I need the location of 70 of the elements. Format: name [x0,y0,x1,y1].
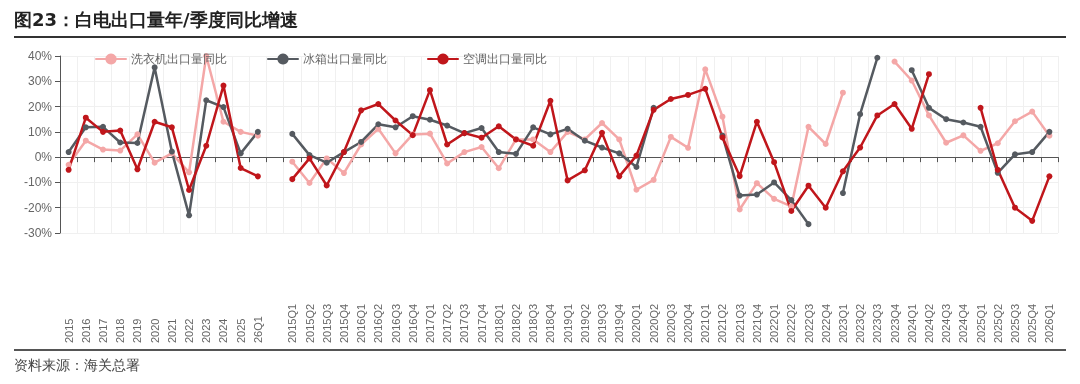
x-tick-label: 2019Q1 [561,303,574,343]
x-tick-label: 2015Q1 [286,303,299,343]
x-tick-label: 2017Q3 [458,303,471,343]
y-tick-label: 20% [27,99,53,114]
x-tick-label: 2018Q2 [509,303,522,343]
x-tick-label: 2023Q2 [854,303,867,343]
x-tick-label: 2016 [79,318,92,343]
x-tick-label: 2021Q1 [699,303,712,343]
x-tick-label: 2018Q4 [544,303,557,343]
x-tick-label: 2025 [234,318,247,343]
x-tick-label: 2018Q1 [492,303,505,343]
x-tick-label: 2019Q4 [613,303,626,343]
x-tick-label: 2023Q4 [888,303,901,343]
text: 资料来源：海关总署 [14,349,1066,375]
x-tick-label: 2023 [200,318,213,343]
x-tick-label: 2021Q3 [733,303,746,343]
x-tick-label: 2018 [114,318,127,343]
x-tick-label: 2025Q3 [1008,303,1021,343]
x-tick-label: 2015Q4 [337,303,350,343]
x-tick-label: 2016Q2 [372,303,385,343]
x-tick-label: 2015Q2 [303,303,316,343]
legend-label: 冰箱出口量同比 [303,52,387,66]
x-tick-label: 2025Q1 [974,303,987,343]
x-tick-label: 2022 [183,318,196,343]
x-tick-label: 2020Q3 [664,303,677,343]
x-tick-label: 2020 [148,318,161,343]
x-tick-label: 2026Q1 [1043,303,1056,343]
y-tick-label: -10% [23,175,53,190]
x-tick-label: 2024 [217,318,230,343]
x-tick-label: 2023Q1 [836,303,849,343]
x-tick-label: 2020Q4 [682,303,695,343]
x-tick-label: 2022Q3 [802,303,815,343]
y-tick-label: 40% [27,49,53,63]
legend-label: 空调出口量同比 [463,52,547,66]
x-tick-label: 2017Q1 [423,303,436,343]
x-tick-label: 2017Q4 [475,303,488,343]
x-tick-label: 2021 [165,318,178,343]
x-tick-label: 2022Q1 [768,303,781,343]
x-tick-label: 2016Q4 [406,303,419,343]
x-tick-label: 2024Q2 [922,303,935,343]
x-tick-label: 2016Q1 [355,303,368,343]
x-tick-label: 2024Q3 [940,303,953,343]
y-tick-label: 10% [27,124,53,139]
x-tick-label: 2023Q3 [871,303,884,343]
x-tick-label: 2020Q1 [630,303,643,343]
x-tick-label: 2025Q2 [991,303,1004,343]
x-tick-label: 2020Q2 [647,303,660,343]
x-tick-label: 2015 [62,318,75,343]
x-tick-label: 2021Q2 [716,303,729,343]
x-tick-label: 2022Q4 [819,303,832,343]
x-tick-label: 2019Q2 [578,303,591,343]
x-tick-label: 2021Q4 [750,303,763,343]
x-tick-label: 2024Q4 [957,303,970,343]
x-tick-label: 2017Q2 [441,303,454,343]
y-tick-label: -30% [23,226,53,240]
y-tick-label: 0% [34,150,53,165]
x-tick-label: 2024Q1 [905,303,918,343]
x-tick-label: 2017 [97,318,110,343]
x-tick-label: 26Q1 [251,316,264,343]
x-tick-label: 2022Q2 [785,303,798,343]
x-tick-label: 2016Q3 [389,303,402,343]
x-tick-label: 2019 [131,318,144,343]
x-tick-label: 2015Q3 [320,303,333,343]
x-tick-label: 2018Q3 [527,303,540,343]
chart-title: 图23：白电出口量年/季度同比增速 [14,6,1066,38]
y-tick-label: -20% [23,200,53,215]
x-tick-label: 2025Q4 [1026,303,1039,343]
legend-label: 洗衣机出口量同比 [131,52,227,66]
x-tick-label: 2019Q3 [596,303,609,343]
y-tick-label: 30% [27,74,53,89]
